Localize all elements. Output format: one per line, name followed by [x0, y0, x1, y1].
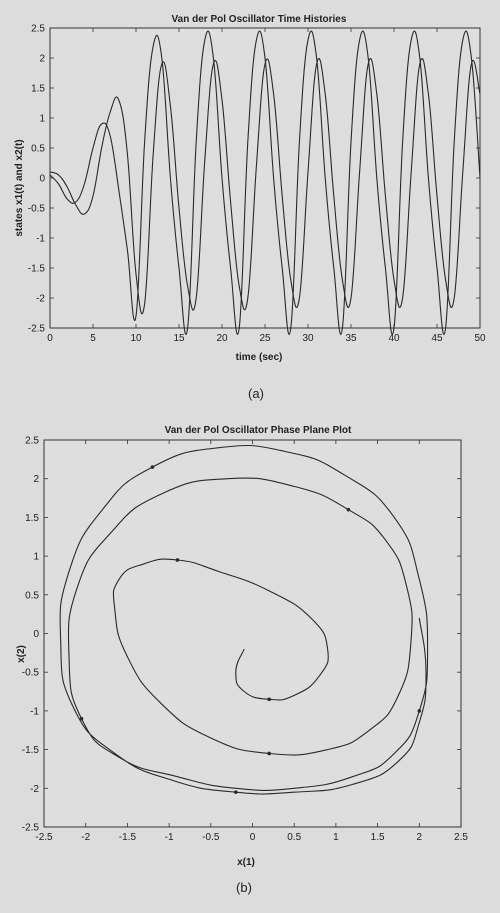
series-line-1	[49, 57, 481, 315]
y-tick-label: -1	[36, 234, 45, 245]
y-tick-label: 1.5	[31, 84, 45, 95]
y-tick-label: 2	[39, 54, 45, 65]
y-tick-label: -0.5	[22, 668, 40, 679]
plot-frame	[43, 439, 462, 828]
y-tick-label: 0.5	[25, 590, 39, 601]
x-tick-label: -2.5	[35, 832, 53, 843]
y-tick-label: 2.5	[25, 436, 39, 447]
trajectory-marker	[417, 709, 422, 713]
x-tick-label: 1	[333, 832, 339, 843]
x-tick-label: 45	[431, 333, 443, 344]
x-axis-label: x(1)	[237, 857, 255, 868]
x-tick-label: 0	[250, 832, 256, 843]
trajectory-marker	[79, 716, 84, 721]
x-tick-label: 40	[388, 333, 400, 344]
caption-b: (b)	[236, 880, 252, 895]
plot-frame	[49, 27, 481, 329]
x-tick-label: 1.5	[371, 832, 385, 843]
y-tick-label: -2.5	[28, 324, 46, 335]
trajectory-marker	[234, 790, 238, 794]
y-tick-label: -2.5	[22, 823, 40, 834]
x-tick-label: 20	[216, 333, 228, 344]
trajectory-marker	[150, 465, 155, 469]
y-tick-label: -1.5	[28, 264, 46, 275]
trajectory-marker	[346, 507, 351, 512]
x-tick-label: 30	[302, 333, 314, 344]
y-axis-label: states x1(t) and x2(t)	[14, 139, 25, 236]
caption-a: (a)	[248, 386, 264, 401]
y-tick-label: 1	[39, 114, 45, 125]
x-tick-label: 0.5	[287, 832, 301, 843]
y-tick-label: 2.5	[31, 24, 45, 35]
x-tick-label: 15	[173, 333, 185, 344]
y-axis-label: x(2)	[16, 645, 27, 663]
y-tick-label: 0.5	[31, 144, 45, 155]
y-tick-label: 1.5	[25, 513, 39, 524]
x-tick-label: -0.5	[202, 832, 220, 843]
x-tick-label: 2	[417, 832, 423, 843]
x-tick-label: 50	[474, 333, 486, 344]
y-tick-label: 0	[39, 174, 45, 185]
y-tick-label: 2	[33, 474, 39, 485]
y-tick-label: -2	[30, 784, 39, 795]
x-tick-label: 10	[130, 333, 142, 344]
x-tick-label: -1	[165, 832, 174, 843]
y-tick-label: -2	[36, 294, 45, 305]
y-tick-label: -1	[30, 706, 39, 717]
x-tick-label: 25	[259, 333, 271, 344]
time-history-chart: Van der Pol Oscillator Time Histories ti…	[14, 14, 486, 363]
series-line-2	[49, 30, 481, 335]
chart-title: Van der Pol Oscillator Phase Plane Plot	[165, 425, 352, 436]
y-tick-label: 0	[33, 629, 39, 640]
x-tick-label: 0	[47, 333, 53, 344]
x-tick-label: 35	[345, 333, 357, 344]
x-tick-label: 5	[90, 333, 96, 344]
y-tick-label: -1.5	[22, 745, 40, 756]
x-tick-label: -1.5	[119, 832, 137, 843]
trajectory-marker	[175, 558, 180, 562]
y-tick-label: 1	[33, 552, 39, 563]
trajectory-marker	[267, 751, 271, 756]
x-axis-label: time (sec)	[236, 352, 283, 363]
trajectory-marker	[267, 697, 271, 702]
y-tick-label: -0.5	[28, 204, 46, 215]
x-tick-label: 2.5	[454, 832, 468, 843]
chart-title: Van der Pol Oscillator Time Histories	[172, 14, 347, 25]
phase-plane-chart: Van der Pol Oscillator Phase Plane Plot …	[16, 425, 468, 868]
x-tick-label: -2	[81, 832, 90, 843]
